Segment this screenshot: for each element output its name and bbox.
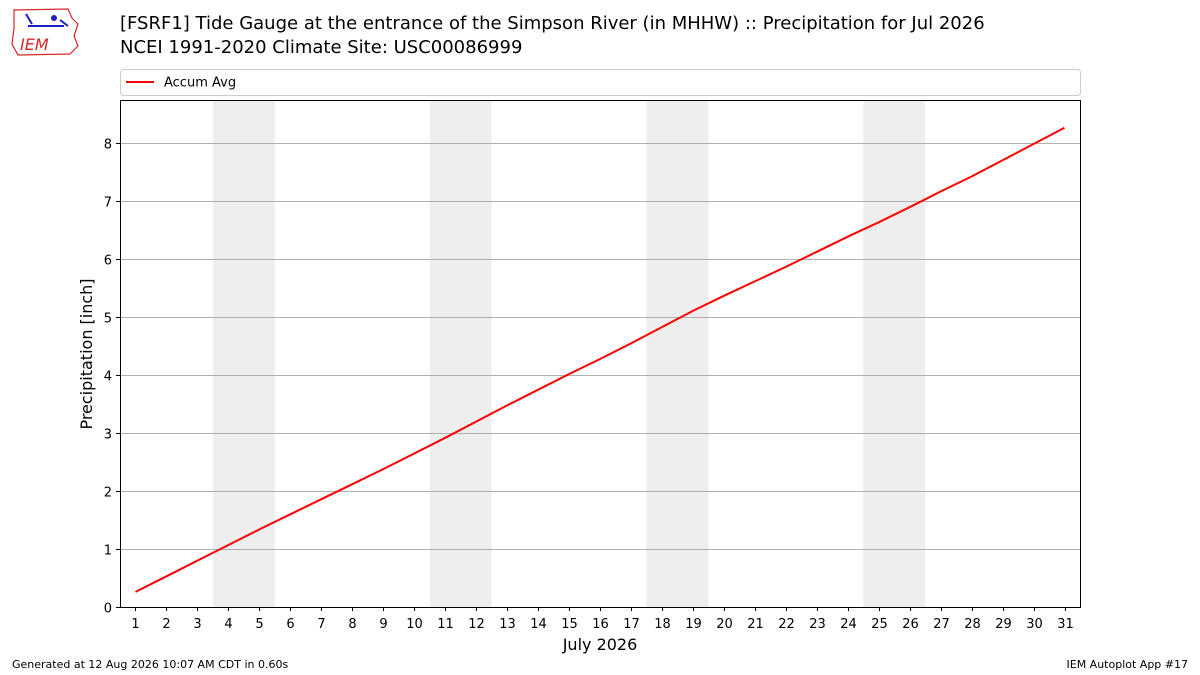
x-tick-label: 24 — [840, 617, 857, 632]
weekend-band — [646, 100, 709, 607]
x-tick-label: 1 — [131, 617, 139, 632]
weekend-band — [212, 100, 275, 607]
x-tick-label: 28 — [964, 617, 981, 632]
x-tick-label: 21 — [747, 617, 764, 632]
weekend-band — [429, 100, 492, 607]
legend-box — [120, 69, 1081, 96]
x-tick-label: 27 — [933, 617, 950, 632]
x-tick-label: 7 — [317, 617, 325, 632]
x-tick-label: 17 — [623, 617, 640, 632]
x-tick-label: 31 — [1057, 617, 1074, 632]
x-tick-label: 20 — [716, 617, 733, 632]
chart-subtitle: NCEI 1991-2020 Climate Site: USC00086999 — [120, 37, 523, 58]
x-tick-label: 15 — [561, 617, 578, 632]
x-tick-label: 8 — [348, 617, 356, 632]
x-tick-label: 18 — [654, 617, 671, 632]
chart-title: [FSRF1] Tide Gauge at the entrance of th… — [120, 13, 985, 34]
iowa-outline — [11, 8, 79, 56]
x-tick-label: 23 — [809, 617, 826, 632]
iem-logo: IEM — [8, 6, 82, 62]
x-tick-label: 19 — [685, 617, 702, 632]
logo-vane — [59, 19, 69, 27]
logo-sensor — [25, 13, 33, 25]
x-tick-label: 4 — [224, 617, 232, 632]
x-tick-label: 6 — [286, 617, 294, 632]
x-tick-label: 13 — [499, 617, 516, 632]
y-axis-ticks: 0 1 2 3 4 5 6 7 8 — [104, 138, 120, 617]
y-tick-label: 5 — [104, 312, 112, 327]
x-tick-label: 10 — [406, 617, 423, 632]
y-tick-label: 1 — [104, 544, 112, 559]
weekend-band — [863, 100, 926, 607]
x-tick-label: 14 — [530, 617, 547, 632]
logo-text: IEM — [20, 35, 49, 54]
generated-timestamp: Generated at 12 Aug 2026 10:07 AM CDT in… — [12, 658, 289, 671]
x-axis-label: July 2026 — [562, 635, 638, 654]
y-tick-label: 0 — [104, 602, 112, 617]
x-axis-ticks: 1 2 3 4 5 6 7 8 9 10 11 12 13 14 15 16 17 18 19 20 21 22 23 24 2… — [131, 607, 1074, 632]
x-tick-label: 12 — [468, 617, 485, 632]
legend-label: Accum Avg — [164, 76, 236, 91]
x-tick-label: 5 — [255, 617, 263, 632]
y-tick-label: 3 — [104, 428, 112, 443]
legend: Accum Avg — [120, 69, 1081, 96]
x-tick-label: 29 — [995, 617, 1012, 632]
y-tick-label: 4 — [104, 370, 112, 385]
series-line-accum-avg — [135, 126, 1065, 593]
x-tick-label: 30 — [1026, 617, 1043, 632]
y-axis-label: Precipitation [inch] — [77, 278, 96, 429]
y-tick-label: 7 — [104, 196, 112, 211]
x-tick-label: 2 — [162, 617, 170, 632]
logo-dot — [51, 15, 57, 21]
x-tick-label: 11 — [437, 617, 454, 632]
x-tick-label: 16 — [592, 617, 609, 632]
series-layer — [135, 126, 1065, 593]
x-tick-label: 9 — [379, 617, 387, 632]
app-id: IEM Autoplot App #17 — [1066, 658, 1189, 671]
weekend-bands — [212, 100, 926, 607]
iem-logo-icon: IEM — [11, 8, 79, 56]
y-tick-label: 8 — [104, 138, 112, 153]
y-tick-label: 6 — [104, 254, 112, 269]
x-tick-label: 26 — [902, 617, 919, 632]
x-tick-label: 22 — [778, 617, 795, 632]
x-tick-label: 3 — [193, 617, 201, 632]
x-tick-label: 25 — [871, 617, 888, 632]
y-tick-label: 2 — [104, 486, 112, 501]
